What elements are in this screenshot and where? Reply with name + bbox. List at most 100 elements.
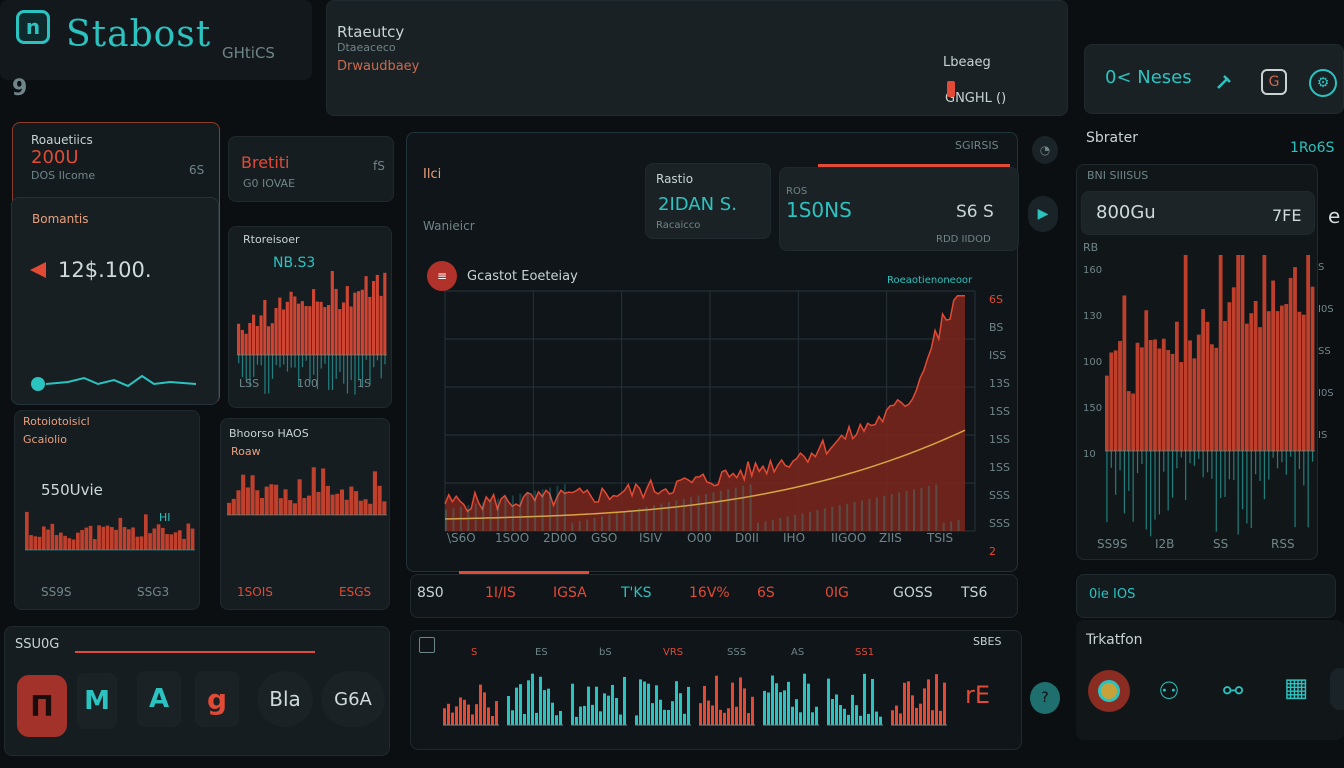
bar [327,305,331,355]
bar [144,514,148,550]
bar [1183,255,1188,451]
bar [245,487,250,515]
bar [1126,391,1131,451]
bar-drop [1119,451,1121,471]
mini-chart-corner-icon[interactable] [419,637,435,653]
action-tile-1[interactable]: Π [17,675,67,737]
chart-title-icon[interactable]: ≡ [427,261,457,291]
right-value-card[interactable]: 800Gu 7FE [1081,191,1315,235]
mini-chart[interactable]: ES [505,643,565,743]
mini-bar [899,713,902,725]
chart-top-button[interactable]: ◔ [1032,136,1058,164]
mini-chart-svg [571,676,627,726]
right-actions-panel: Trkatfon ⚇ ⚯ ▦ [1076,620,1344,740]
mini-bar [675,681,678,725]
mini-chart-label: ES [535,647,548,658]
bar [383,272,387,355]
bar [1227,302,1232,451]
bomantis-subcard[interactable]: Bomantis 12$.100. ID ° \D ID [11,197,219,458]
bar-drop [1224,451,1226,497]
right-axis-tick: ISS [989,349,1007,362]
bar [1306,255,1311,451]
mini-chart[interactable]: AS [761,643,821,743]
mini-bar [939,710,942,725]
bar [37,536,42,550]
help-icon[interactable]: ? [1030,682,1060,714]
x-tick: \S6O [447,531,476,545]
settings-icon[interactable]: ⚙ [1309,69,1337,97]
volume-bar [489,500,492,531]
kpi-badge: S6 S [956,202,994,222]
record-icon[interactable] [1088,670,1130,712]
action-tile-5[interactable]: Bla [257,671,313,727]
mini-bar [639,679,642,725]
metrics-card-bhoorso[interactable]: Bhoorso HAOS Roaw 1SOIS ESGS [220,418,390,610]
mini-chart[interactable]: VRS [633,643,693,743]
action-tile-6[interactable]: G6A [321,671,385,727]
bar-drop [309,355,311,383]
kpi-card-1[interactable]: Rastio 2IDAN S. Racaicco [645,163,771,239]
bar-drop [260,355,262,366]
mini-bar [447,703,450,725]
search-bar[interactable]: 0< Neses G ⚙ [1084,44,1344,114]
volume-bar [957,519,960,531]
bar-drop [1255,451,1257,475]
mini-bar [535,712,538,725]
bar [330,494,335,515]
card-tick-2: 100 [297,377,318,390]
bar [59,532,63,550]
action-tile-3[interactable]: A [137,671,181,727]
logo-icon[interactable]: n [16,10,50,44]
bar [1258,327,1262,451]
bar [97,525,101,550]
bar [84,527,89,550]
chart-side-button[interactable]: ▶ [1028,196,1058,232]
mini-chart[interactable]: SSS [697,643,757,743]
share-icon[interactable]: ⚯ [1222,677,1244,705]
bar [1249,313,1254,451]
mini-bar [491,715,494,725]
mini-chart[interactable] [889,643,949,743]
bar-drop [1158,451,1161,515]
right-axis: 6S BS ISS 13S 1SS 1SS 1SS SSS SSS 2 [983,293,1027,558]
bar-drop [1272,451,1274,458]
grid-icon[interactable]: ▦ [1283,673,1309,703]
action-tile-4[interactable]: g [195,671,239,727]
metrics-card-rtoreisoer[interactable]: Rtoreisoer NB.S3 LSS 100 1S [228,226,392,408]
volume-bar [697,495,700,531]
bar [1170,353,1175,451]
mini-chart[interactable]: bS [569,643,629,743]
chart-sub-header: Wanieicr [423,219,475,233]
bar-drop [373,355,375,368]
bar [190,528,195,550]
metrics-card-rotoiotoisicl[interactable]: Rotoiotoisicl Gcaiolio 550Uvie HI SS9S S… [14,410,200,610]
mini-bar [599,711,602,725]
mini-bar [455,706,458,725]
bar-drop [313,355,315,375]
bar [338,309,342,355]
kpi-card-2[interactable]: ROS 1S0NS S6 S RDD IIDOD [779,164,1019,251]
volume-bar [675,500,678,531]
clock-icon[interactable] [1330,668,1344,710]
mini-bar [443,708,446,725]
pin-icon[interactable] [1211,69,1237,95]
volume-bar [601,516,603,531]
volume-bar [586,519,589,531]
alert-icon[interactable] [947,81,955,97]
gallery-icon[interactable]: G [1261,69,1287,95]
volume-bar [868,498,871,531]
action-tile-2[interactable]: M [77,673,117,729]
x-tick: TSIS [927,531,954,545]
metrics-card-bretiti[interactable]: Bretiti G0 IOVAE fS [228,136,394,202]
right-status-bar[interactable]: 0ie IOS [1076,574,1336,618]
mini-chart[interactable]: SS1 [825,643,885,743]
action-tile-6-label: G6A [334,688,372,710]
bar [375,274,379,355]
network-icon[interactable]: ⚇ [1158,677,1180,705]
metrics-card-revenue[interactable]: Roauetiics 200U DOS Ilcome 6S Bomantis 1… [11,122,220,458]
volume-bar [786,516,789,531]
kpi-card-2-accent [818,164,1010,167]
right-value: 800Gu [1096,202,1156,223]
bar [33,536,38,550]
mini-chart[interactable]: S [441,643,501,743]
